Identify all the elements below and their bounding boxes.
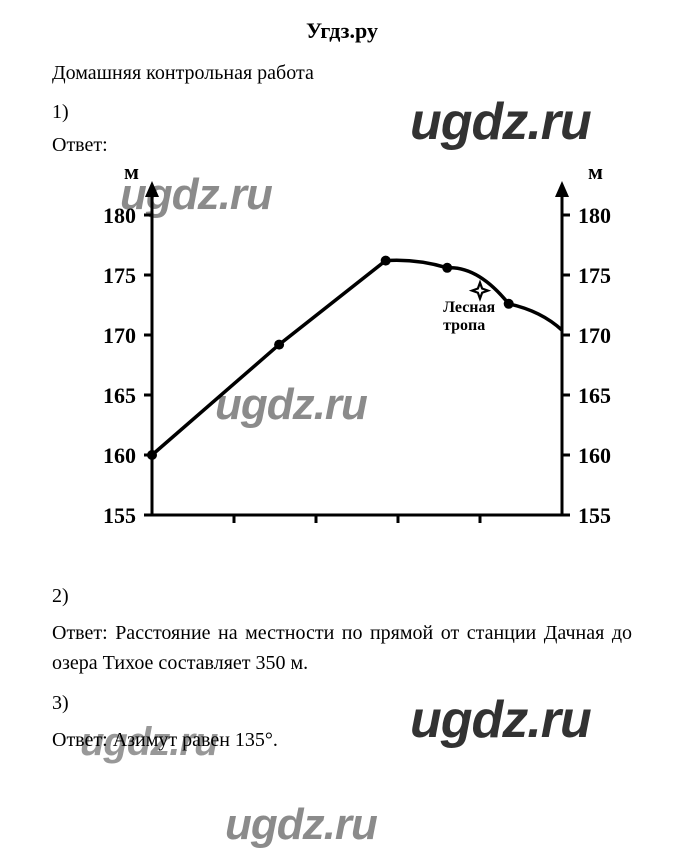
q3-number: 3) — [52, 692, 632, 715]
svg-text:155: 155 — [578, 503, 611, 528]
q2-number: 2) — [52, 585, 632, 608]
svg-text:155: 155 — [103, 503, 136, 528]
section-title: Домашняя контрольная работа — [52, 62, 632, 85]
q1-answer-label: Ответ: — [52, 134, 632, 157]
site-header: Угдз.ру — [52, 18, 632, 44]
q3-answer-body: Азимут равен 135°. — [113, 729, 278, 751]
q2-answer: Ответ: Расстояние на местности по прямой… — [52, 618, 632, 678]
svg-text:м: м — [588, 165, 603, 184]
svg-text:165: 165 — [103, 383, 136, 408]
q2-answer-label: Ответ: — [52, 622, 108, 644]
q3-answer-label: Ответ: — [52, 729, 108, 751]
svg-text:170: 170 — [578, 323, 611, 348]
q2-answer-body: Расстояние на местности по прямой от ста… — [52, 622, 632, 674]
svg-text:165: 165 — [578, 383, 611, 408]
svg-text:170: 170 — [103, 323, 136, 348]
q1-number: 1) — [52, 101, 632, 124]
svg-text:Лесная: Лесная — [443, 299, 495, 316]
svg-text:160: 160 — [578, 443, 611, 468]
svg-text:м: м — [124, 165, 139, 184]
svg-text:175: 175 — [103, 263, 136, 288]
svg-text:175: 175 — [578, 263, 611, 288]
q3-answer: Ответ: Азимут равен 135°. — [52, 725, 632, 755]
watermark: ugdz.ru — [225, 800, 377, 850]
chart-svg: 155 155 160 160 165 165 170 170 175 175 180 180 м м Ле… — [52, 165, 612, 545]
svg-text:тропа: тропа — [443, 317, 485, 334]
svg-text:180: 180 — [578, 203, 611, 228]
svg-text:160: 160 — [103, 443, 136, 468]
svg-text:180: 180 — [103, 203, 136, 228]
elevation-chart: 155 155 160 160 165 165 170 170 175 175 180 180 м м Ле… — [52, 165, 612, 545]
